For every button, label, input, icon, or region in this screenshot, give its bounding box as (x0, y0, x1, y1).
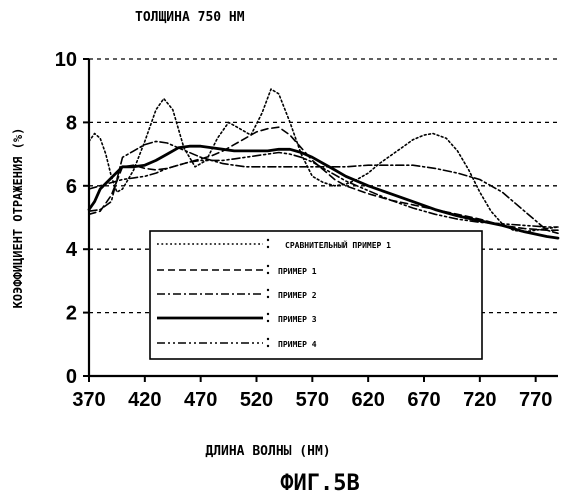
x-tick-label-470: 470 (184, 389, 217, 411)
series-lines (89, 89, 558, 238)
x-tick-label-570: 570 (296, 389, 329, 411)
x-tick-label-670: 670 (407, 389, 440, 411)
legend-label-2: ПРИМЕР 1 (278, 267, 317, 276)
legend-marker-dot (267, 313, 269, 315)
y-tick-label-0: 0 (66, 366, 77, 388)
figure-caption: ФИГ.5B (280, 471, 359, 496)
x-tick-label-770: 770 (519, 389, 552, 411)
y-tick-label-10: 10 (55, 49, 77, 71)
legend-marker-dot (267, 239, 269, 241)
y-axis-label: КОЭФФИЦИЕНТ ОТРАЖЕНИЯ (%) (11, 128, 25, 309)
legend-marker-dot (267, 265, 269, 267)
legend-label-1: СРАВНИТЕЛЬНЫЙ ПРИМЕР 1 (285, 239, 391, 250)
x-tick-label-420: 420 (128, 389, 161, 411)
legend-marker-dot (267, 246, 269, 248)
legend-marker-dot (267, 338, 269, 340)
y-tick-label-4: 4 (66, 239, 78, 261)
x-axis-label: ДЛИНА ВОЛНЫ (НМ) (205, 444, 330, 459)
legend-label-3: ПРИМЕР 2 (278, 291, 317, 300)
x-tick-label-620: 620 (351, 389, 384, 411)
y-tick-label-2: 2 (66, 303, 77, 325)
x-tick-label-720: 720 (463, 389, 496, 411)
x-tick-label-520: 520 (240, 389, 273, 411)
legend-marker-dot (267, 296, 269, 298)
legend-marker-dot (267, 320, 269, 322)
x-tick-label-370: 370 (72, 389, 105, 411)
series-line-4 (89, 146, 558, 238)
series-line-2 (89, 127, 558, 230)
legend-marker-dot (267, 289, 269, 291)
series-line-1 (89, 89, 558, 232)
chart-title: ТОЛЩИНА 750 НМ (135, 10, 245, 25)
legend-marker-dot (267, 272, 269, 274)
y-tick-label-6: 6 (66, 176, 77, 198)
legend-marker-dot (267, 345, 269, 347)
y-tick-label-8: 8 (66, 112, 77, 134)
legend: СРАВНИТЕЛЬНЫЙ ПРИМЕР 1 ПРИМЕР 1 ПРИМЕР 2 ПР… (150, 231, 482, 359)
series-line-3 (89, 141, 558, 233)
legend-label-4: ПРИМЕР 3 (278, 315, 317, 324)
legend-label-5: ПРИМЕР 4 (278, 340, 317, 349)
